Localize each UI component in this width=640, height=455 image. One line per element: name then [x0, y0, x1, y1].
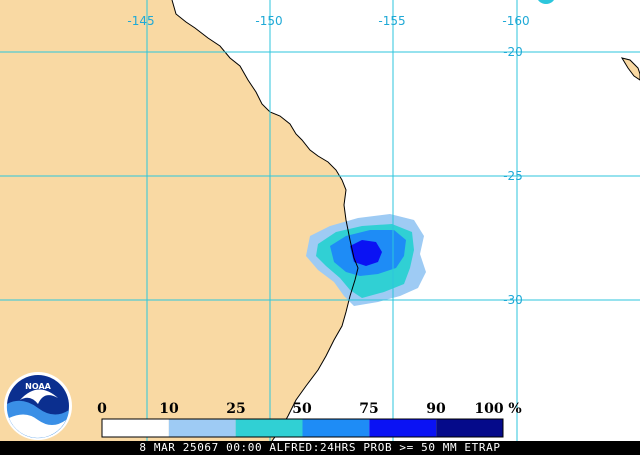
- legend-tick-0: 0: [97, 401, 107, 417]
- lat-label-30: -30: [503, 293, 523, 307]
- noaa-logo: NOAA: [4, 372, 72, 440]
- svg-text:NOAA: NOAA: [25, 382, 51, 391]
- map-marker: [538, 0, 554, 4]
- legend-unit: %: [508, 401, 521, 417]
- legend-bin-75-90: [369, 419, 437, 437]
- land-mass: [0, 0, 358, 441]
- legend: 0 10 25 50 75 90 100 %: [97, 401, 522, 438]
- legend-bin-0-10: [102, 419, 169, 437]
- legend-bin-25-50: [235, 419, 303, 437]
- legend-bin-10-25: [168, 419, 236, 437]
- legend-tick-75: 75: [359, 401, 378, 417]
- legend-bin-50-75: [302, 419, 370, 437]
- legend-bins: [102, 419, 503, 437]
- lon-label-155: -155: [378, 14, 405, 28]
- lat-label-25: -25: [503, 169, 523, 183]
- lon-label-145: -145: [127, 14, 154, 28]
- legend-frame: [101, 418, 504, 438]
- lat-label-20: -20: [503, 45, 523, 59]
- legend-tick-100: 100: [474, 401, 503, 417]
- legend-tick-10: 10: [159, 401, 179, 417]
- legend-tick-50: 50: [292, 401, 312, 417]
- footer-caption: 8 MAR 25067 00:00 ALFRED:24HRS PROB >= 5…: [0, 441, 640, 455]
- legend-tick-25: 25: [226, 401, 245, 417]
- island: [620, 57, 640, 81]
- legend-tick-90: 90: [426, 401, 446, 417]
- prob-75-90-area: [350, 240, 382, 266]
- graticule: [0, 0, 640, 441]
- legend-bin-90-100: [436, 419, 503, 437]
- lon-label-150: -150: [255, 14, 282, 28]
- lon-label-160: -160: [502, 14, 529, 28]
- coastline: [171, 0, 359, 442]
